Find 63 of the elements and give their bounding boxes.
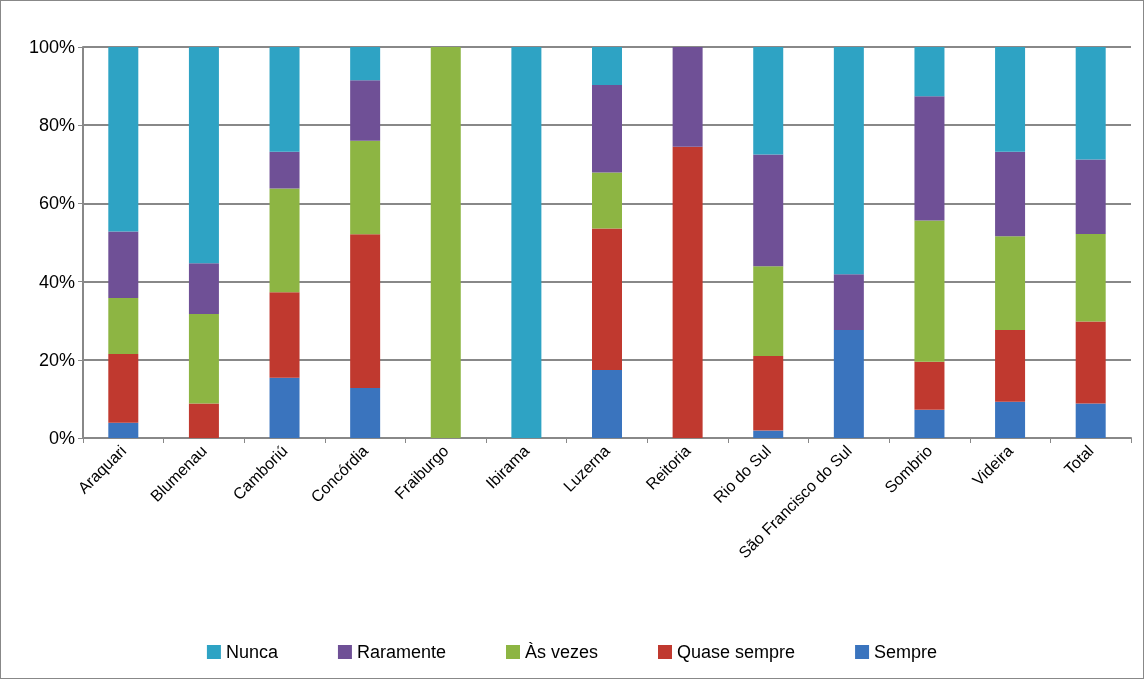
bar (108, 422, 139, 438)
bar (511, 47, 542, 438)
legend-label: Às vezes (524, 642, 599, 662)
bar (914, 220, 945, 362)
legend-label: Quase sempre (677, 642, 796, 662)
y-tick-label: 20% (38, 349, 75, 370)
bar (833, 330, 864, 438)
bar (269, 292, 300, 378)
bar (995, 151, 1026, 237)
x-tick-label: Rio do Sul (710, 441, 775, 507)
y-tick-label: 40% (38, 271, 75, 292)
bar (350, 234, 381, 388)
bar (753, 47, 784, 155)
y-tick-label: 60% (38, 193, 75, 214)
bar (108, 298, 139, 354)
bar (269, 188, 300, 293)
bar (753, 266, 784, 356)
bar (592, 84, 622, 173)
bar (914, 409, 945, 438)
bar (995, 401, 1026, 438)
y-tick-label: 0% (48, 428, 75, 448)
bar (914, 47, 945, 97)
legend-label: Sempre (874, 642, 938, 662)
bar (188, 47, 219, 264)
bar (350, 140, 381, 235)
bar (1075, 403, 1106, 438)
bar (108, 353, 139, 423)
bar (1075, 321, 1106, 404)
bar (753, 430, 784, 438)
bar (269, 377, 300, 438)
bar (269, 151, 300, 189)
bar (833, 47, 864, 275)
bar (914, 96, 945, 221)
legend-label: Raramente (356, 642, 446, 662)
bar (1075, 47, 1106, 160)
bar (188, 263, 219, 315)
bar (108, 231, 139, 299)
bar (753, 154, 784, 267)
bar (188, 314, 219, 404)
bar (592, 369, 622, 438)
y-tick-label: 80% (38, 115, 75, 136)
bar (995, 236, 1026, 331)
bar (430, 47, 461, 438)
bar (672, 47, 703, 147)
bar (672, 146, 703, 438)
bar (1075, 159, 1106, 234)
bar (1075, 233, 1106, 322)
bar (188, 403, 219, 438)
bar (995, 330, 1026, 402)
bar (592, 47, 622, 85)
bar (269, 47, 300, 152)
legend-label: Nunca (225, 642, 279, 662)
bar (753, 355, 784, 431)
bar (108, 47, 139, 232)
bar (350, 387, 381, 438)
bar (833, 274, 864, 331)
bar (592, 228, 622, 370)
bar (592, 172, 622, 229)
y-tick-label: 100% (28, 37, 75, 57)
bar (914, 361, 945, 410)
bar (350, 80, 381, 141)
bar (995, 47, 1026, 152)
bar (350, 47, 381, 81)
